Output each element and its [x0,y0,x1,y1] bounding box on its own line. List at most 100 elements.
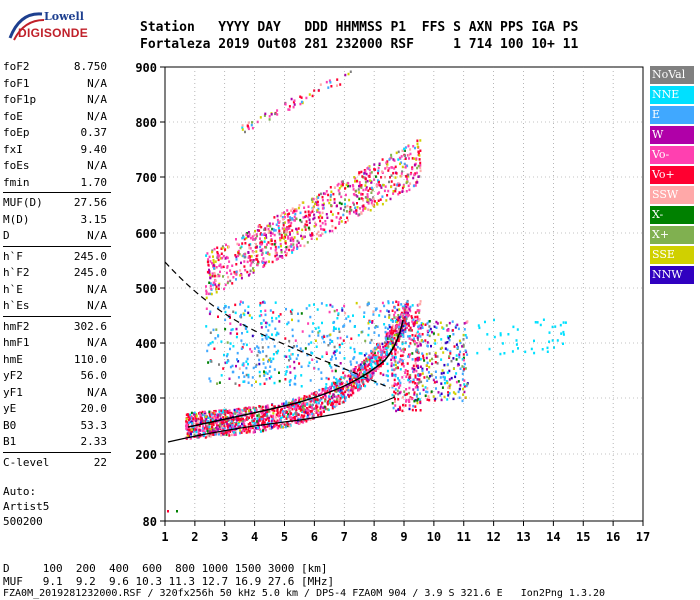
x-axis-ticks: 1 2 3 4 5 6 7 8 9 10 11 12 13 14 15 16 17 [161,521,650,544]
y-tick-label: 80 [143,515,157,529]
param-row: yF2 56.0 [3,368,107,385]
param-row: yF1 N/A [3,385,107,402]
legend-item: Vo+ [650,166,694,184]
echo-traces [167,70,567,513]
auto-version: 500200 [3,515,43,528]
legend-item: NNW [650,266,694,284]
param-name: foF1 [3,76,30,90]
x-tick-label: 4 [251,530,258,544]
param-value: N/A [87,299,107,312]
param-value: N/A [87,385,107,399]
legend-item: NNE [650,86,694,104]
param-name: yE [3,402,17,415]
x-tick-label: 2 [191,530,198,544]
legend-item: Vo- [650,146,694,164]
param-name: B0 [3,418,17,432]
param-name: D [3,229,10,242]
x-tick-label: 3 [221,530,228,544]
param-row: h`E N/A [3,282,107,299]
legend-item: SSW [650,186,694,204]
x-tick-label: 7 [341,530,348,544]
param-row: foE N/A [3,109,107,126]
param-name: yF1 [3,385,23,399]
polarization-legend: NoVal NNE E W Vo- Vo+ SSW X- X+ SSE NNW [650,66,694,286]
x-tick-label: 1 [161,530,168,544]
y-tick-label: 800 [135,116,157,130]
param-value: N/A [87,229,107,242]
param-row: h`F 245.0 [3,249,107,266]
y-tick-label: 200 [135,448,157,462]
param-name: yF2 [3,369,23,382]
muf-row: MUF 9.1 9.2 9.6 10.3 11.3 12.7 16.9 27.6… [3,575,335,588]
param-name: B1 [3,435,17,448]
x-tick-label: 15 [576,530,590,544]
param-row: foF1 N/A [3,76,107,93]
param-row: foEp 0.37 [3,125,107,142]
legend-item: SSE [650,246,694,264]
y-tick-label: 400 [135,337,157,351]
param-name: foF2 [3,60,30,73]
param-value: 22 [93,455,107,469]
param-separator [3,451,111,453]
param-value: N/A [87,282,107,296]
param-row: fmin 1.70 [3,175,107,192]
y-tick-label: 500 [135,282,157,296]
file-info-row: FZA0M_2019281232000.RSF / 320fx256h 50 k… [3,588,606,599]
param-separator [3,315,111,317]
param-value: 9.40 [80,142,108,156]
param-name: hmF1 [3,336,30,349]
param-name: foF1p [3,93,37,106]
param-row: hmF2 302.6 [3,319,107,336]
logo-line1: Lowell [44,10,84,23]
param-row: hmF1 N/A [3,335,107,352]
trace-fit-curve [187,319,404,428]
logo-line2: DIGISONDE [18,26,89,40]
param-value: 302.6 [73,319,107,333]
param-row: fxI 9.40 [3,142,107,159]
param-value: 2.33 [80,435,108,448]
x-tick-label: 5 [281,530,288,544]
param-row: foF2 8.750 [3,59,107,76]
param-row: MUF(D) 27.56 [3,195,107,212]
param-row: B1 2.33 [3,434,107,451]
param-row: B0 53.3 [3,418,107,435]
param-row: M(D) 3.15 [3,212,107,229]
auto-program: Artist5 [3,500,50,513]
param-name: M(D) [3,212,30,226]
x-tick-label: 16 [606,530,620,544]
legend-item: X- [650,206,694,224]
param-value: N/A [87,93,107,106]
param-name: h`F [3,249,23,263]
muf-dashed-curve [164,261,391,389]
distance-row: D 100 200 400 600 800 1000 1500 3000 [km… [3,562,328,575]
param-row: h`F2 245.0 [3,265,107,282]
param-row: foF1p N/A [3,92,107,109]
param-name: MUF(D) [3,196,43,209]
digisonde-logo: Lowell DIGISONDE [6,8,96,44]
x-tick-label: 8 [371,530,378,544]
x-tick-label: 12 [486,530,500,544]
param-name: h`F2 [3,266,30,279]
param-value: 8.750 [73,60,107,73]
param-row: h`Es N/A [3,298,107,315]
param-value: N/A [87,159,107,172]
param-separator [3,192,111,193]
param-value: 1.70 [80,175,108,189]
x-tick-label: 9 [400,530,407,544]
param-name: hmF2 [3,319,30,333]
legend-item: W [650,126,694,144]
legend-item: X+ [650,226,694,244]
param-value: 0.37 [80,126,108,139]
param-value: N/A [87,76,107,90]
param-value: N/A [87,336,107,349]
y-tick-label: 900 [135,61,157,75]
param-name: h`E [3,282,23,296]
parameter-list: foF2 8.750 foF1 N/A foF1p N/A foE N/A foEp 0.37 fx… [3,59,111,471]
param-name: fxI [3,142,23,156]
param-name: foE [3,109,23,123]
logo-swoosh-icon [8,12,45,41]
param-value: 110.0 [73,352,107,366]
y-tick-label: 300 [135,392,157,406]
x-tick-label: 17 [636,530,650,544]
param-separator [3,245,111,247]
